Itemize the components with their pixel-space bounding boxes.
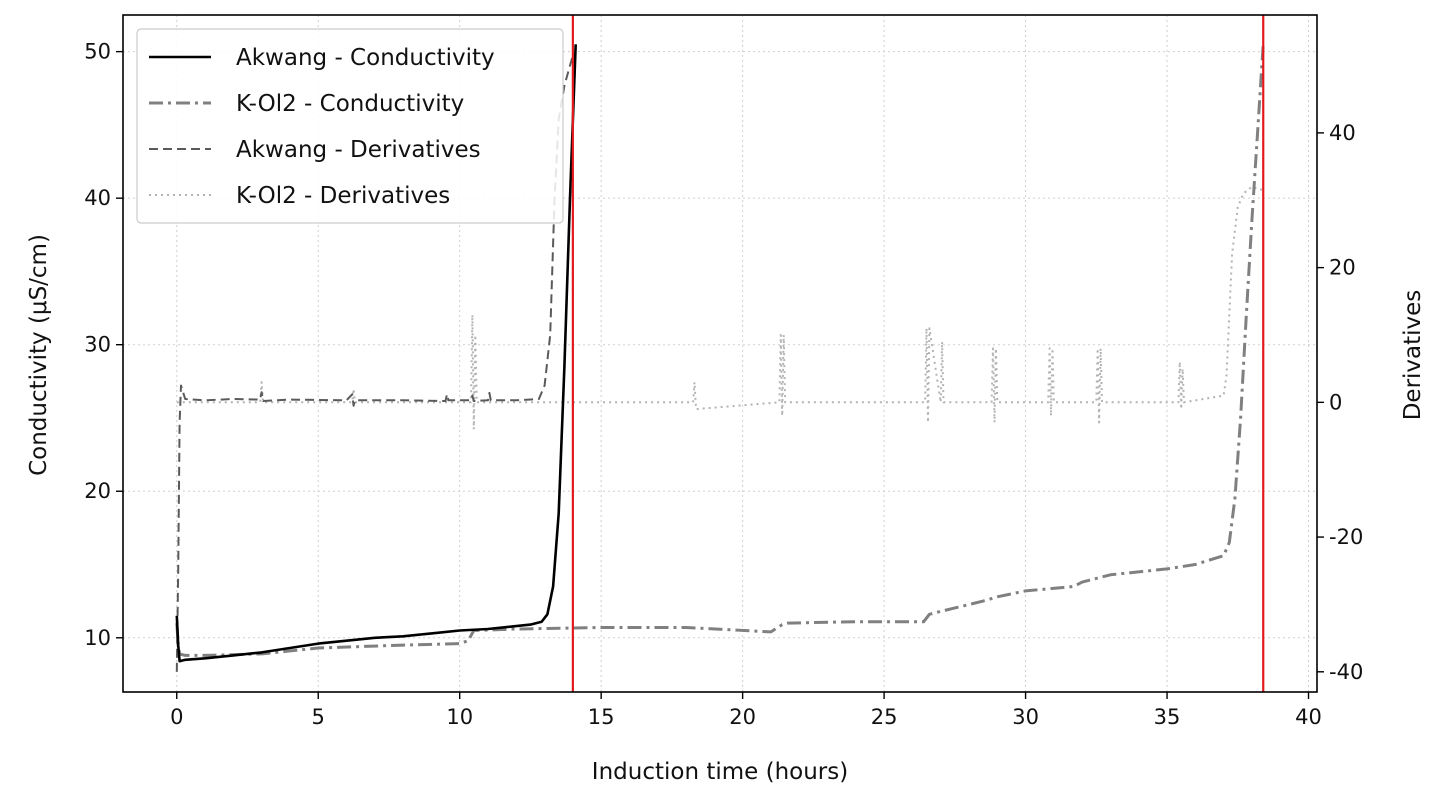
x-tick-label: 20 — [729, 705, 756, 729]
x-tick-label: 30 — [1012, 705, 1039, 729]
series-line — [176, 185, 1264, 431]
y2-tick-label: 0 — [1329, 390, 1342, 414]
y-tick-label: 50 — [84, 40, 111, 64]
x-axis: 0 5 10 15 20 25 30 35 40 — [170, 692, 1322, 729]
legend-label: Akwang - Derivatives — [236, 137, 481, 163]
y-tick-label: 20 — [84, 479, 111, 503]
grid — [123, 15, 1317, 692]
x-tick-label: 15 — [588, 705, 615, 729]
y-axis-left: 10 20 30 40 50 — [84, 40, 123, 650]
series-layer — [175, 44, 1265, 672]
y-axis-right: -40 -20 0 20 40 — [1317, 121, 1363, 684]
plot-frame — [122, 14, 1318, 693]
x-tick-label: 35 — [1154, 705, 1181, 729]
legend-label: Akwang - Conductivity — [236, 45, 495, 71]
y2-tick-label: -40 — [1329, 660, 1363, 684]
y-tick-label: 10 — [84, 626, 111, 650]
y2-tick-label: 40 — [1329, 121, 1356, 145]
x-tick-label: 25 — [871, 705, 898, 729]
y2-tick-label: -20 — [1329, 525, 1363, 549]
series-line — [175, 55, 574, 672]
vertical-lines — [571, 15, 1265, 692]
x-tick-label: 10 — [446, 705, 473, 729]
x-tick-label: 5 — [312, 705, 325, 729]
x-axis-title: Induction time (hours) — [592, 759, 848, 785]
y-tick-label: 40 — [84, 186, 111, 210]
y2-tick-label: 20 — [1329, 256, 1356, 280]
y-tick-label: 30 — [84, 333, 111, 357]
legend: Akwang - Conductivity K-Ol2 - Conductivit… — [136, 28, 564, 224]
x-tick-label: 0 — [170, 705, 183, 729]
series-line — [175, 44, 577, 663]
legend-frame — [136, 28, 564, 224]
series-line — [175, 44, 1265, 657]
legend-label: K-Ol2 - Conductivity — [236, 91, 464, 117]
y-axis-title: Conductivity (μS/cm) — [26, 234, 52, 476]
legend-label: K-Ol2 - Derivatives — [236, 183, 450, 209]
y2-axis-title: Derivatives — [1400, 290, 1426, 421]
x-tick-label: 40 — [1295, 705, 1322, 729]
